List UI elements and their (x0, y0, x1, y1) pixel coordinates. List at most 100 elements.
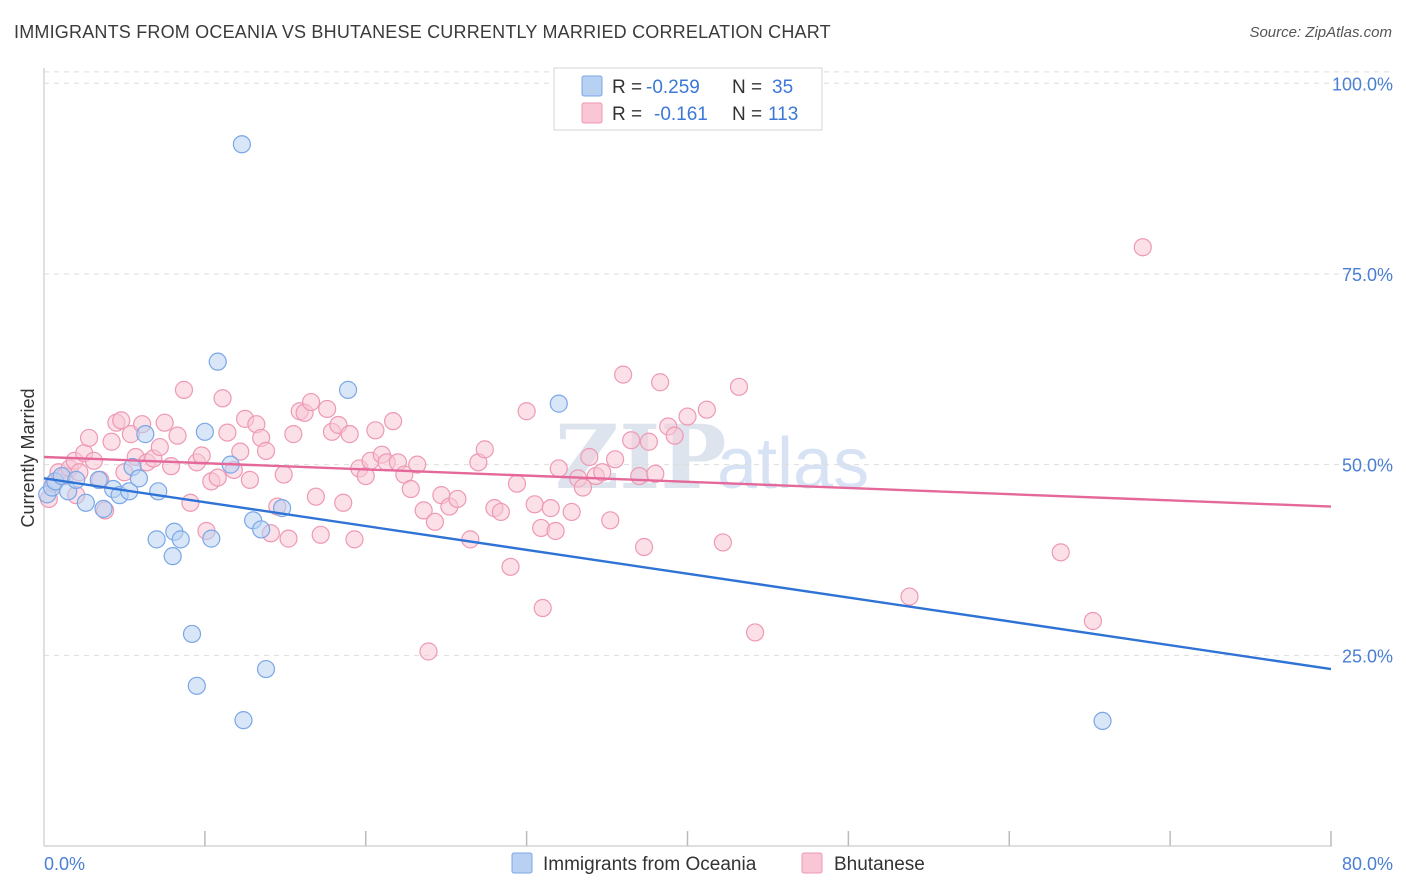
pink-point-108 (729, 377, 749, 396)
pink-point-67 (408, 455, 427, 474)
blue-point-8 (94, 499, 113, 518)
blue-point-19 (171, 530, 190, 549)
blue-point-26 (232, 135, 251, 154)
legend-r-value-bhutanese: -0.161 (654, 104, 708, 125)
watermark: ZIP atlas (555, 405, 869, 509)
blue-point-33 (549, 394, 568, 413)
legend-n-value-oceania: 35 (772, 77, 793, 98)
legend-r-value-oceania: -0.259 (646, 77, 700, 98)
series-bhutanese-points (39, 238, 1152, 661)
pink-point-97 (622, 431, 641, 450)
pink-point-12 (102, 432, 121, 451)
pink-point-25 (174, 380, 194, 399)
pink-point-94 (601, 511, 620, 530)
pink-point-90 (573, 478, 593, 497)
bottom-legend-bhutanese: Bhutanese (834, 854, 925, 875)
pink-point-9 (84, 451, 103, 470)
pink-point-51 (318, 399, 337, 419)
bottom-legend-oceania: Immigrants from Oceania (543, 854, 757, 875)
pink-point-78 (491, 502, 510, 522)
pink-point-26 (181, 493, 200, 512)
legend-n-label-bhutanese: N = (732, 104, 762, 125)
legend-n-value-bhutanese: 113 (768, 104, 798, 125)
blue-point-27 (234, 711, 253, 730)
pink-point-101 (646, 464, 665, 483)
pink-point-22 (155, 413, 174, 432)
pink-point-105 (678, 407, 697, 426)
blue-point-6 (76, 493, 95, 512)
blue-point-14 (136, 425, 155, 444)
blue-point-22 (195, 422, 214, 441)
y-tick-label-25: 25.0% (1342, 646, 1393, 666)
pink-point-79 (501, 557, 520, 576)
pink-point-50 (311, 525, 330, 544)
pink-point-107 (713, 533, 732, 552)
pink-point-48 (301, 392, 321, 412)
pink-point-96 (614, 365, 633, 384)
trend-lines (43, 455, 1332, 671)
pink-point-102 (651, 373, 670, 392)
bottom-legend: Immigrants from Oceania Bhutanese (511, 852, 925, 875)
legend-r-label-oceania: R = (612, 77, 642, 98)
pink-point-21 (150, 437, 169, 457)
pink-point-82 (525, 495, 544, 514)
pink-point-99 (634, 537, 654, 557)
blue-point-29 (252, 520, 271, 539)
trend-line-oceania (43, 477, 1332, 671)
pink-point-68 (414, 501, 433, 520)
pink-point-84 (533, 598, 552, 618)
legend-swatch-bhutanese (581, 102, 603, 124)
blue-point-23 (202, 529, 221, 548)
pink-point-43 (274, 465, 293, 484)
pink-point-112 (1083, 611, 1103, 631)
series-oceania-points (38, 135, 1112, 731)
pink-point-73 (448, 489, 467, 509)
y-tick-label-75: 75.0% (1342, 265, 1393, 285)
x-ticks (204, 831, 1332, 846)
x-tick-label-min: 0.0% (44, 854, 85, 874)
blue-point-7 (89, 470, 108, 489)
pink-point-85 (541, 499, 560, 518)
pink-point-55 (340, 425, 359, 444)
pink-point-88 (562, 502, 581, 522)
blue-point-34 (1093, 711, 1112, 731)
pink-point-45 (284, 425, 303, 444)
pink-point-95 (606, 450, 625, 469)
chart-title: IMMIGRANTS FROM OCEANIA VS BHUTANESE CUR… (14, 22, 831, 42)
blue-point-17 (163, 547, 182, 566)
pink-point-23 (161, 457, 181, 476)
pink-point-98 (630, 466, 649, 486)
pink-point-74 (461, 530, 480, 549)
pink-point-106 (697, 400, 716, 419)
pink-point-70 (425, 512, 445, 531)
blue-point-21 (187, 676, 206, 695)
blue-point-5 (67, 470, 86, 489)
pink-point-40 (256, 441, 276, 460)
trend-line-bhutanese (43, 455, 1332, 508)
blue-point-24 (208, 352, 227, 371)
blue-point-32 (338, 380, 358, 399)
pink-point-69 (419, 642, 438, 661)
source-credit: Source: ZipAtlas.com (1249, 24, 1392, 41)
pink-point-76 (475, 440, 494, 459)
legend: R = -0.259 N = 35 R = -0.161 N = 113 (553, 67, 823, 131)
pink-point-49 (306, 487, 325, 506)
x-tick-label-max: 80.0% (1342, 854, 1393, 874)
pink-point-109 (745, 623, 765, 642)
y-tick-label-100: 100.0% (1332, 74, 1393, 94)
pink-point-91 (580, 447, 599, 467)
y-tick-label-50: 50.0% (1342, 456, 1393, 476)
legend-swatch-oceania (581, 75, 603, 97)
pink-point-28 (192, 446, 211, 465)
y-tick-labels: 25.0% 50.0% 75.0% 100.0% (1332, 74, 1393, 666)
pink-point-56 (345, 530, 364, 549)
legend-n-label-oceania: N = (732, 77, 762, 98)
pink-point-60 (366, 421, 385, 440)
watermark-atlas: atlas (717, 424, 869, 504)
pink-point-63 (383, 412, 403, 431)
pink-point-66 (401, 479, 420, 499)
blue-point-20 (182, 624, 202, 644)
pink-point-81 (517, 402, 536, 421)
pink-point-111 (1051, 543, 1070, 562)
